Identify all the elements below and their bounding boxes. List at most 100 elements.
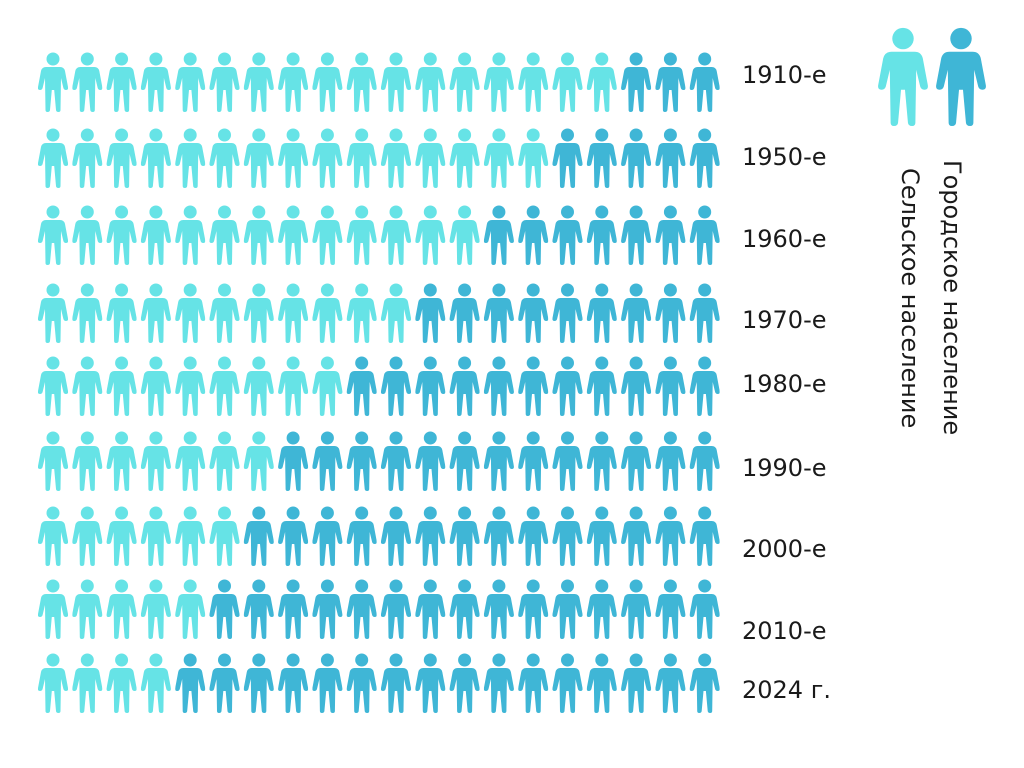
rural-person-icon (38, 653, 68, 713)
rural-person-icon (209, 506, 240, 566)
pictogram-row (38, 283, 720, 343)
legend-label-urban: Городское население (938, 160, 966, 435)
urban-person-icon (346, 356, 377, 416)
urban-person-icon (312, 431, 343, 491)
pictogram-row (38, 579, 720, 639)
year-label: 1990-е (742, 454, 827, 482)
urban-person-icon (689, 283, 720, 343)
rural-person-icon (72, 283, 103, 343)
rural-person-icon (72, 506, 103, 566)
urban-person-icon (278, 431, 309, 491)
urban-person-icon (689, 506, 720, 566)
pictogram-row (38, 205, 720, 265)
rural-person-icon (381, 283, 411, 343)
urban-person-icon (415, 506, 446, 566)
urban-person-icon (621, 356, 652, 416)
urban-person-icon (655, 205, 686, 265)
urban-person-icon (483, 283, 514, 343)
urban-person-icon (312, 579, 343, 639)
rural-person-icon (72, 356, 103, 416)
rural-person-icon (278, 283, 309, 343)
urban-person-icon (518, 283, 549, 343)
rural-person-icon (243, 283, 274, 343)
rural-person-icon (38, 52, 68, 112)
urban-person-icon (655, 579, 686, 639)
rural-person-icon (72, 52, 103, 112)
urban-person-icon (209, 579, 240, 639)
urban-person-icon (346, 431, 377, 491)
urban-person-icon (346, 579, 377, 639)
year-label: 1970-е (742, 306, 827, 334)
rural-person-icon (346, 205, 377, 265)
urban-person-icon (586, 205, 617, 265)
rural-person-icon (518, 128, 549, 188)
urban-person-icon (381, 431, 411, 491)
rural-person-icon (106, 205, 137, 265)
rural-person-icon (175, 579, 206, 639)
legend-urban-person-icon (936, 27, 986, 126)
urban-person-icon (312, 653, 343, 713)
urban-person-icon (689, 431, 720, 491)
urban-person-icon (483, 506, 514, 566)
legend: Городское население Сельское население (878, 27, 986, 435)
rural-person-icon (106, 579, 137, 639)
rural-person-icon (38, 205, 68, 265)
pictogram-row (38, 356, 720, 416)
urban-person-icon (689, 579, 720, 639)
urban-person-icon (586, 283, 617, 343)
urban-person-icon (243, 653, 274, 713)
rural-person-icon (278, 205, 309, 265)
rural-person-icon (312, 52, 343, 112)
rural-person-icon (243, 52, 274, 112)
rural-person-icon (278, 52, 309, 112)
rural-person-icon (381, 205, 411, 265)
urban-person-icon (518, 431, 549, 491)
rural-person-icon (552, 52, 583, 112)
urban-person-icon (449, 283, 480, 343)
urban-person-icon (552, 128, 583, 188)
rural-person-icon (38, 431, 68, 491)
urban-person-icon (586, 653, 617, 713)
urban-person-icon (278, 579, 309, 639)
urban-person-icon (381, 356, 411, 416)
rural-person-icon (72, 205, 103, 265)
rural-person-icon (449, 52, 480, 112)
urban-person-icon (689, 356, 720, 416)
rural-person-icon (381, 52, 411, 112)
urban-person-icon (621, 128, 652, 188)
rural-person-icon (175, 52, 206, 112)
rural-person-icon (209, 52, 240, 112)
rural-person-icon (346, 283, 377, 343)
urban-person-icon (689, 128, 720, 188)
urban-person-icon (552, 356, 583, 416)
rural-person-icon (243, 128, 274, 188)
urban-person-icon (449, 356, 480, 416)
rural-person-icon (175, 283, 206, 343)
urban-person-icon (655, 128, 686, 188)
rural-person-icon (312, 205, 343, 265)
rural-person-icon (209, 356, 240, 416)
urban-person-icon (209, 653, 240, 713)
urban-person-icon (175, 653, 206, 713)
urban-person-icon (552, 653, 583, 713)
urban-person-icon (243, 579, 274, 639)
urban-person-icon (655, 653, 686, 713)
rural-person-icon (38, 506, 68, 566)
urban-person-icon (621, 431, 652, 491)
rural-person-icon (72, 579, 103, 639)
urban-person-icon (586, 356, 617, 416)
urban-person-icon (518, 579, 549, 639)
rural-person-icon (140, 506, 171, 566)
rural-person-icon (175, 205, 206, 265)
pictogram-row (38, 506, 720, 566)
urban-person-icon (278, 506, 309, 566)
pictogram-row (38, 52, 720, 112)
rural-person-icon (415, 205, 446, 265)
rural-person-icon (243, 431, 274, 491)
rural-person-icon (243, 356, 274, 416)
urban-person-icon (381, 579, 411, 639)
rural-person-icon (106, 506, 137, 566)
rural-person-icon (278, 128, 309, 188)
rural-person-icon (175, 356, 206, 416)
urban-person-icon (415, 579, 446, 639)
